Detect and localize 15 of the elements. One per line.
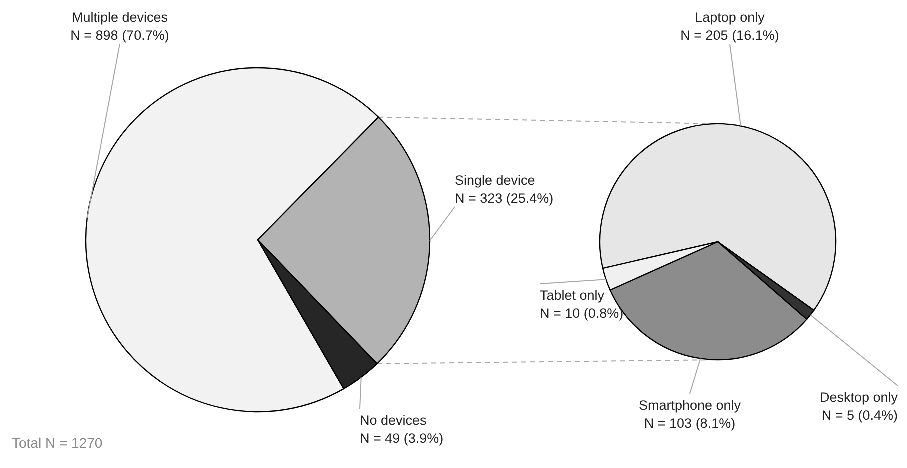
data-label: N = 323 (25.4%): [455, 191, 554, 206]
data-label: N = 898 (70.7%): [70, 28, 170, 43]
text: Total N = 1270: [12, 435, 103, 451]
data-label: N = 49 (3.9%): [360, 431, 444, 446]
slice-label: Single device: [455, 173, 536, 188]
slice-label: Desktop only: [820, 390, 898, 405]
data-label: N = 5 (0.4%): [822, 408, 898, 423]
slice-label: Tablet only: [540, 288, 605, 303]
data-label: N = 10 (0.8%): [540, 306, 624, 321]
slice-label: Smartphone only: [638, 398, 742, 413]
slice-label: Laptop only: [695, 10, 766, 25]
data-label: N = 205 (16.1%): [680, 28, 780, 43]
slice-label: No devices: [360, 413, 428, 428]
slice-label: Multiple devices: [72, 10, 168, 25]
data-label: N = 103 (8.1%): [644, 416, 736, 431]
